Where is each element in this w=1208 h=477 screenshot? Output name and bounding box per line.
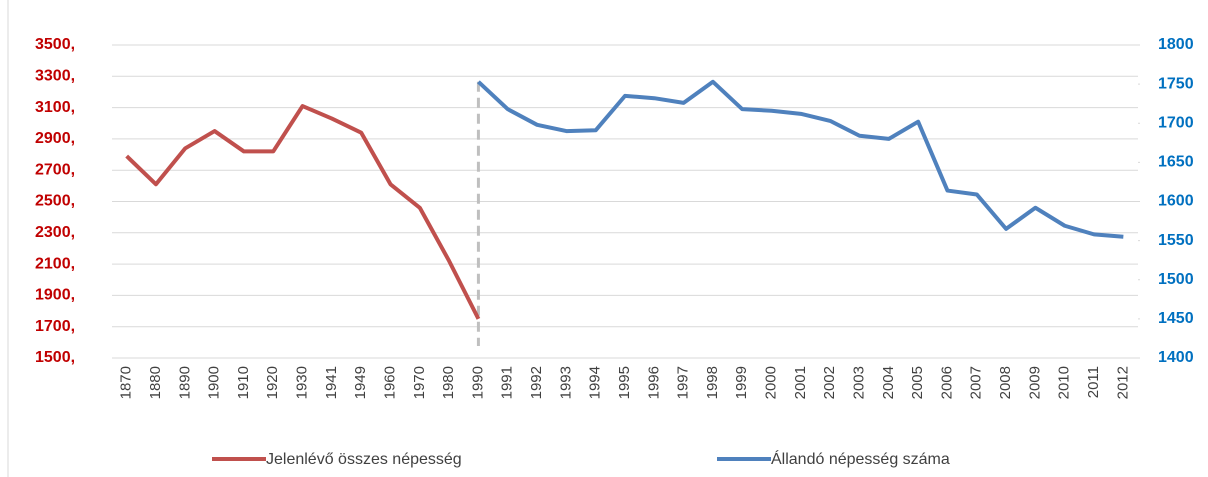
y-tick-label: 1500,	[35, 349, 75, 366]
y-tick-label: 2100,	[35, 255, 75, 272]
x-tick-group: 1991	[499, 366, 516, 399]
x-tick-label: 1997	[675, 366, 692, 399]
x-tick-group: 1900	[206, 366, 223, 399]
x-tick-group: 2000	[763, 366, 780, 399]
x-tick-label: 2009	[1026, 366, 1043, 399]
x-tick-group: 2009	[1026, 366, 1043, 399]
x-tick-label: 1880	[147, 366, 164, 399]
y2-tick-label: 1550	[1158, 232, 1194, 249]
x-tick-label: 1998	[704, 366, 721, 399]
x-tick-label: 1993	[557, 366, 574, 399]
y-tick-label: 2300,	[35, 224, 75, 241]
y2-tick-label: 1500	[1158, 271, 1194, 288]
x-tick-group: 2010	[1056, 366, 1073, 399]
x-tick-group: 2001	[792, 366, 809, 399]
x-tick-label: 1941	[323, 366, 340, 399]
x-tick-label: 2005	[909, 366, 926, 399]
x-tick-group: 2003	[850, 366, 867, 399]
x-tick-label: 2004	[880, 366, 897, 399]
x-tick-group: 1992	[528, 366, 545, 399]
x-tick-group: 1910	[235, 366, 252, 399]
x-tick-label: 1930	[294, 366, 311, 399]
y-tick-label: 2900,	[35, 130, 75, 147]
y2-tick-label: 1650	[1158, 154, 1194, 171]
x-tick-label: 2006	[938, 366, 955, 399]
x-tick-label: 2011	[1085, 366, 1102, 398]
x-tick-group: 1941	[323, 366, 340, 399]
x-tick-group: 1970	[411, 366, 428, 399]
y2-tick-label: 1400	[1158, 349, 1194, 366]
x-tick-group: 1998	[704, 366, 721, 399]
x-tick-label: 2007	[968, 366, 985, 399]
x-tick-label: 1990	[469, 366, 486, 399]
x-tick-label: 1920	[264, 366, 281, 399]
x-tick-label: 1992	[528, 366, 545, 399]
legend-label: Állandó népesség száma	[771, 449, 950, 468]
x-tick-label: 2003	[850, 366, 867, 399]
x-tick-group: 1997	[675, 366, 692, 399]
x-tick-group: 1890	[176, 366, 193, 399]
x-tick-label: 2002	[821, 366, 838, 399]
x-tick-group: 1920	[264, 366, 281, 399]
x-tick-label: 1970	[411, 366, 428, 399]
x-tick-label: 1900	[206, 366, 223, 399]
x-tick-group: 2012	[1114, 366, 1131, 399]
y-tick-label: 3500,	[35, 36, 75, 53]
x-tick-group: 1999	[733, 366, 750, 399]
x-tick-group: 1880	[147, 366, 164, 399]
x-tick-group: 2004	[880, 366, 897, 399]
x-tick-group: 1960	[381, 366, 398, 399]
x-tick-label: 1870	[118, 366, 135, 399]
x-tick-group: 1995	[616, 366, 633, 399]
x-tick-label: 2000	[763, 366, 780, 399]
y-tick-label: 1900,	[35, 287, 75, 304]
x-tick-group: 1993	[557, 366, 574, 399]
x-tick-label: 2008	[997, 366, 1014, 399]
y-tick-label: 3300,	[35, 68, 75, 85]
x-tick-group: 1949	[352, 366, 369, 399]
x-tick-label: 1960	[381, 366, 398, 399]
y-tick-label: 2500,	[35, 193, 75, 210]
x-tick-group: 1980	[440, 366, 457, 399]
y-tick-label: 3100,	[35, 99, 75, 116]
x-tick-group: 2011	[1085, 366, 1102, 398]
x-tick-group: 1990	[469, 366, 486, 399]
legend-label: Jelenlévő összes népesség	[266, 451, 462, 468]
x-tick-label: 2010	[1056, 366, 1073, 399]
x-tick-group: 1994	[587, 366, 604, 399]
x-tick-label: 1999	[733, 366, 750, 399]
x-tick-label: 1996	[645, 366, 662, 399]
y2-tick-label: 1750	[1158, 75, 1194, 92]
y-tick-label: 2700,	[35, 161, 75, 178]
x-tick-group: 1996	[645, 366, 662, 399]
x-tick-group: 1930	[294, 366, 311, 399]
x-tick-group: 2005	[909, 366, 926, 399]
x-tick-group: 1870	[118, 366, 135, 399]
x-tick-label: 1890	[176, 366, 193, 399]
x-tick-label: 2012	[1114, 366, 1131, 399]
x-tick-group: 2007	[968, 366, 985, 399]
y2-tick-label: 1800	[1158, 36, 1194, 53]
y2-tick-label: 1450	[1158, 310, 1194, 327]
x-tick-group: 2006	[938, 366, 955, 399]
y2-tick-label: 1700	[1158, 114, 1194, 131]
x-tick-group: 2002	[821, 366, 838, 399]
series-line	[125, 104, 481, 320]
x-tick-label: 1991	[499, 366, 516, 399]
x-tick-label: 1980	[440, 366, 457, 399]
x-tick-label: 1949	[352, 366, 369, 399]
x-tick-label: 1995	[616, 366, 633, 399]
x-tick-label: 2001	[792, 366, 809, 399]
x-tick-label: 1910	[235, 366, 252, 399]
y2-tick-label: 1600	[1158, 193, 1194, 210]
x-tick-label: 1994	[587, 366, 604, 399]
x-tick-group: 2008	[997, 366, 1014, 399]
series-line	[477, 79, 1124, 239]
y-tick-label: 1700,	[35, 318, 75, 335]
